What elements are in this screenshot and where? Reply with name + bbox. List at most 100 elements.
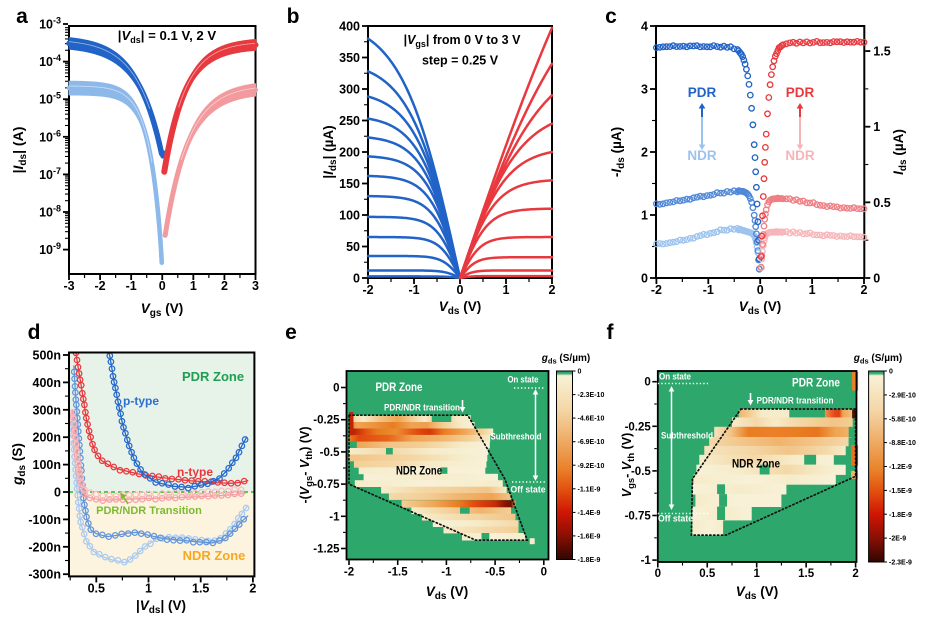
svg-text:-2.9E-10: -2.9E-10 [889,392,916,399]
svg-text:-0.25: -0.25 [625,421,652,433]
svg-text:0: 0 [644,377,650,389]
svg-text:-300n: -300n [28,568,61,582]
svg-text:300n: 300n [33,403,62,417]
svg-text:0: 0 [578,369,582,376]
svg-text:0: 0 [655,568,661,580]
svg-text:250: 250 [339,114,360,128]
svg-text:0: 0 [541,567,547,579]
svg-text:100: 100 [339,209,360,223]
svg-text:Ids (µA): Ids (µA) [891,129,909,175]
svg-text:e: e [285,321,297,344]
svg-text:NDR: NDR [785,148,814,163]
svg-text:200: 200 [339,146,360,160]
svg-text:-0.5: -0.5 [320,447,340,459]
svg-text:1.5: 1.5 [192,581,209,595]
svg-text:Vds (V): Vds (V) [426,584,468,602]
svg-text:3: 3 [641,83,648,97]
svg-text:-2: -2 [651,283,662,297]
svg-text:-1.1E-9: -1.1E-9 [578,486,601,493]
svg-text:-2.3E-10: -2.3E-10 [578,392,605,399]
svg-text:0: 0 [889,369,893,376]
svg-text:gds (S/µm): gds (S/µm) [541,353,590,366]
svg-text:2: 2 [861,283,868,297]
svg-text:1: 1 [503,283,510,297]
svg-text:PDR/NDR transition: PDR/NDR transition [384,403,460,413]
svg-text:1.5: 1.5 [873,45,890,59]
svg-text:-0.5: -0.5 [631,466,651,478]
svg-text:Vgs- Vth (V): Vgs- Vth (V) [620,433,637,498]
svg-text:b: b [287,5,300,28]
svg-text:|Vds| (V): |Vds| (V) [136,598,186,616]
svg-text:2: 2 [249,581,256,595]
svg-text:-1.5: -1.5 [388,567,408,579]
svg-text:350: 350 [339,51,360,65]
svg-text:gds (S/µm): gds (S/µm) [853,353,902,366]
svg-text:-1.2E-9: -1.2E-9 [889,464,912,471]
svg-text:-2E-9: -2E-9 [889,536,906,543]
svg-text:-1.8E-9: -1.8E-9 [889,512,912,519]
svg-text:-4.6E-10: -4.6E-10 [578,416,605,423]
svg-text:0.5: 0.5 [88,581,105,595]
svg-text:2: 2 [852,568,858,580]
svg-text:Vds (V): Vds (V) [736,584,778,602]
svg-text:0: 0 [159,279,166,293]
svg-text:NDR Zone: NDR Zone [732,457,780,471]
svg-text:PDR Zone: PDR Zone [792,376,840,390]
svg-text:Vds (V): Vds (V) [439,299,481,317]
svg-text:Vds (V): Vds (V) [739,299,781,317]
svg-text:200n: 200n [33,431,62,445]
svg-text:f: f [607,321,615,344]
svg-text:n-type: n-type [177,465,213,479]
svg-text:100n: 100n [33,458,62,472]
svg-text:0.5: 0.5 [699,568,716,580]
svg-text:-0.5: -0.5 [485,567,505,579]
svg-text:-5.8E-10: -5.8E-10 [889,416,916,423]
svg-text:4: 4 [641,20,648,34]
svg-text:0: 0 [457,283,464,297]
svg-text:-0.75: -0.75 [313,479,340,491]
svg-text:PDR Zone: PDR Zone [182,369,244,384]
svg-text:Off state: Off state [658,514,693,524]
svg-text:On state: On state [659,372,691,382]
svg-text:-0.25: -0.25 [313,415,340,427]
svg-text:Vgs (V): Vgs (V) [141,301,183,319]
svg-text:3: 3 [252,279,259,293]
svg-text:-2: -2 [344,567,354,579]
svg-text:-2: -2 [95,279,106,293]
svg-text:-1.4E-9: -1.4E-9 [578,510,601,517]
svg-text:p-type: p-type [123,394,159,408]
svg-text:0: 0 [54,486,61,500]
svg-text:NDR Zone: NDR Zone [396,464,442,478]
svg-text:1: 1 [753,568,760,580]
svg-text:50: 50 [346,240,360,254]
svg-text:NDR Zone: NDR Zone [183,548,246,563]
svg-text:1: 1 [145,581,152,595]
svg-text:-1: -1 [408,283,419,297]
svg-text:-100n: -100n [28,513,61,527]
svg-text:300: 300 [339,83,360,97]
svg-text:|Vgs| from 0 V to 3 V: |Vgs| from 0 V to 3 V [404,33,522,49]
svg-text:0.5: 0.5 [873,196,890,210]
svg-text:500n: 500n [33,349,62,363]
svg-text:0: 0 [873,272,880,286]
svg-text:d: d [28,321,41,344]
svg-text:Off state: Off state [511,485,546,495]
svg-text:-1: -1 [703,283,714,297]
svg-text:Subthreshold: Subthreshold [491,432,542,442]
svg-text:0: 0 [333,383,339,395]
svg-text:400n: 400n [33,376,62,390]
svg-text:-3: -3 [63,279,74,293]
svg-text:gds (S): gds (S) [10,443,28,486]
svg-text:Subthreshold: Subthreshold [661,431,713,441]
svg-text:-2: -2 [362,283,373,297]
svg-text:PDR/NDR Transition: PDR/NDR Transition [96,505,202,517]
svg-text:0: 0 [641,272,648,286]
svg-text:-1: -1 [641,555,652,567]
svg-text:1: 1 [809,283,816,297]
svg-text:c: c [605,5,617,28]
svg-text:NDR: NDR [687,148,716,163]
svg-text:-1: -1 [126,279,137,293]
svg-text:2: 2 [221,279,228,293]
svg-text:2: 2 [641,146,648,160]
svg-text:-1.25: -1.25 [313,544,340,556]
